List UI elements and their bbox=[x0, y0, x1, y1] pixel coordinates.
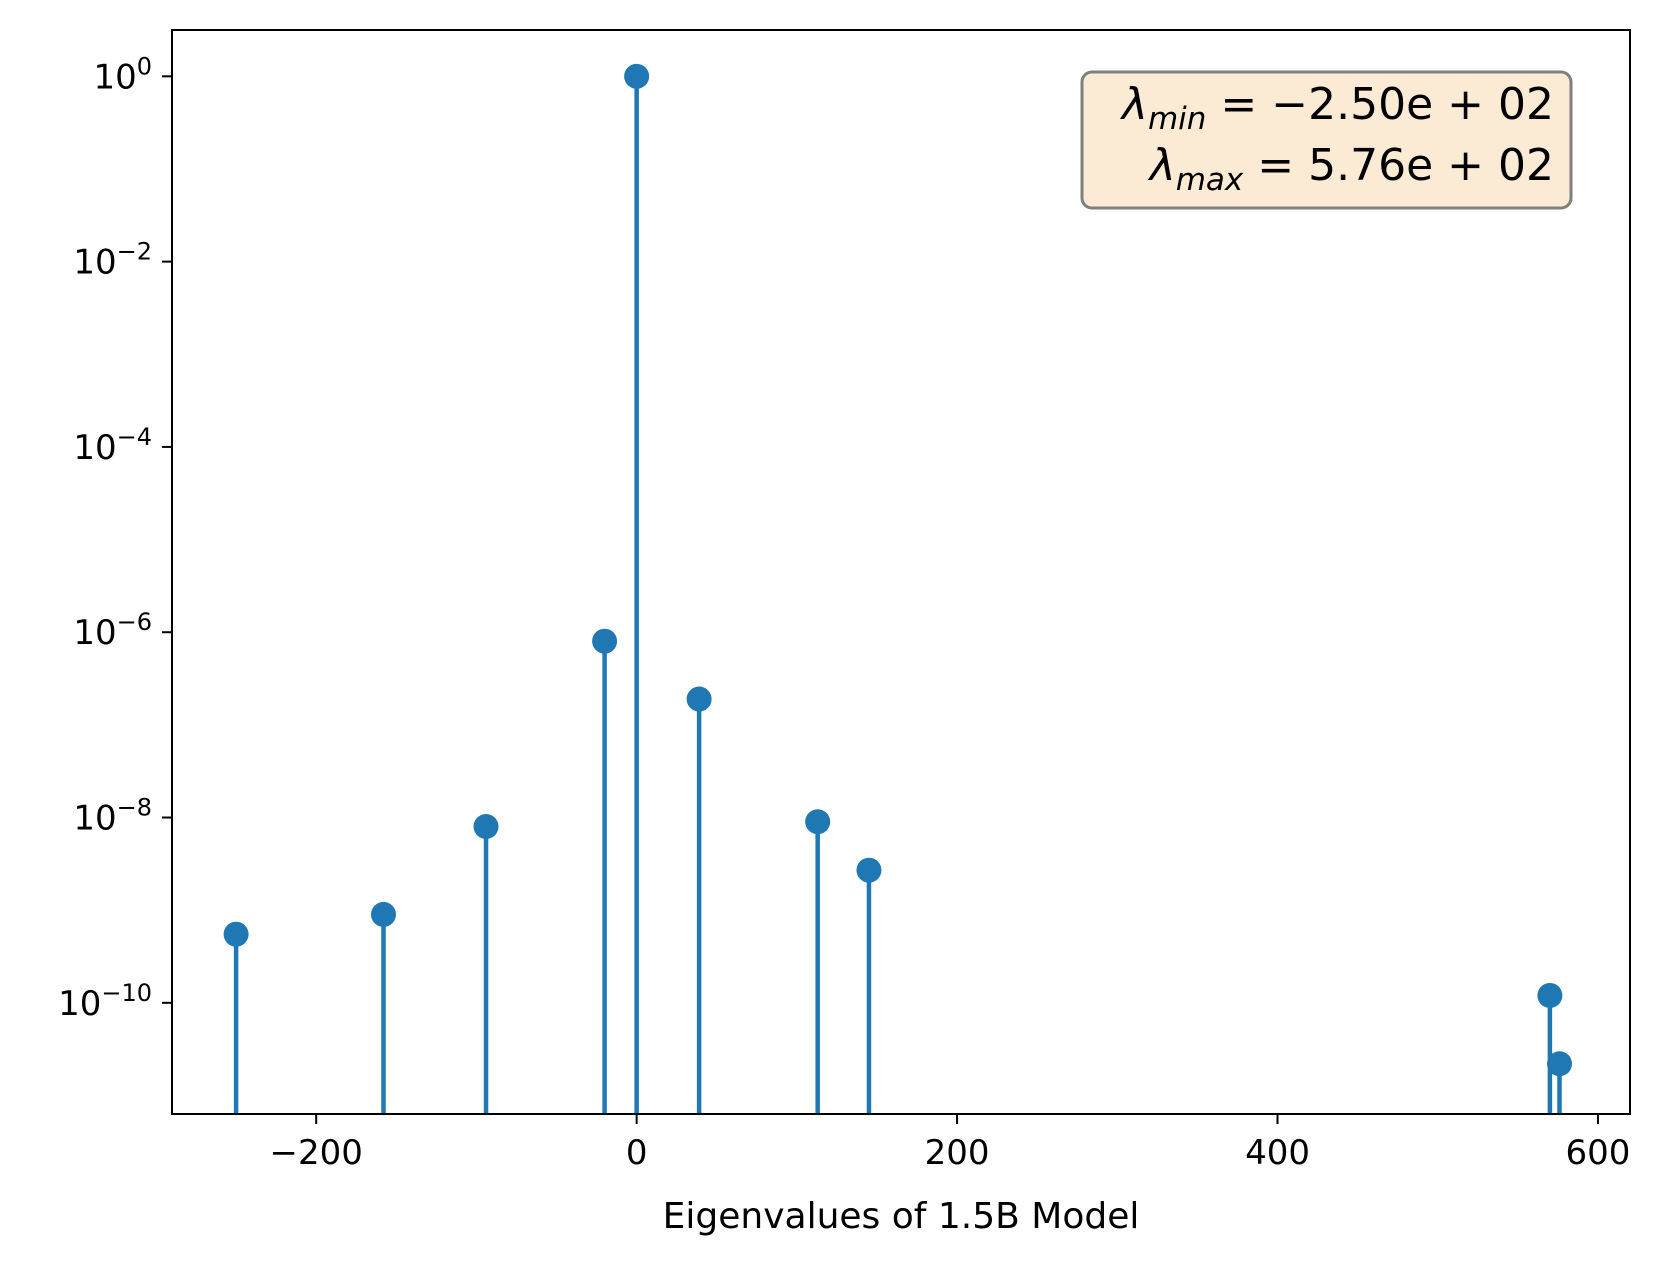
stem-marker-4 bbox=[624, 63, 650, 89]
y-tick-label-2: 10−4 bbox=[73, 423, 152, 468]
y-axis-ticks: 100 10−2 10−4 10−6 10−8 10−10 bbox=[58, 52, 172, 1024]
x-axis-ticks: −200 0 200 400 600 bbox=[270, 1114, 1631, 1173]
lambda-min-text: λmin = −2.50e + 02 bbox=[1120, 79, 1554, 137]
stem-marker-6 bbox=[805, 809, 831, 835]
stems-layer bbox=[223, 63, 1573, 1114]
x-tick-label-1: 0 bbox=[626, 1133, 648, 1173]
y-tick-label-1: 10−2 bbox=[73, 238, 152, 283]
x-tick-label-2: 200 bbox=[925, 1133, 990, 1173]
stem-marker-7 bbox=[856, 857, 882, 883]
stem-marker-9 bbox=[1547, 1051, 1573, 1077]
stem-marker-3 bbox=[592, 628, 618, 654]
stem-marker-2 bbox=[473, 814, 499, 840]
x-axis-label: Eigenvalues of 1.5B Model bbox=[663, 1196, 1140, 1237]
x-tick-label-4: 600 bbox=[1566, 1133, 1631, 1173]
stem-marker-5 bbox=[686, 686, 712, 712]
x-tick-label-0: −200 bbox=[270, 1133, 363, 1173]
lambda-annotation-box: λmin = −2.50e + 02 λmax = 5.76e + 02 bbox=[1080, 70, 1573, 210]
stem-marker-1 bbox=[370, 901, 396, 927]
axes-frame bbox=[171, 29, 1631, 1115]
lambda-max-text: λmax = 5.76e + 02 bbox=[1148, 140, 1554, 198]
annotation-background bbox=[1080, 70, 1573, 210]
y-tick-label-3: 10−6 bbox=[73, 608, 152, 653]
stem-marker-0 bbox=[223, 921, 249, 947]
y-tick-label-0: 100 bbox=[93, 52, 152, 97]
y-tick-label-4: 10−8 bbox=[73, 794, 152, 839]
x-tick-label-3: 400 bbox=[1245, 1133, 1310, 1173]
y-tick-label-5: 10−10 bbox=[58, 979, 152, 1024]
stem-marker-8 bbox=[1537, 982, 1563, 1008]
